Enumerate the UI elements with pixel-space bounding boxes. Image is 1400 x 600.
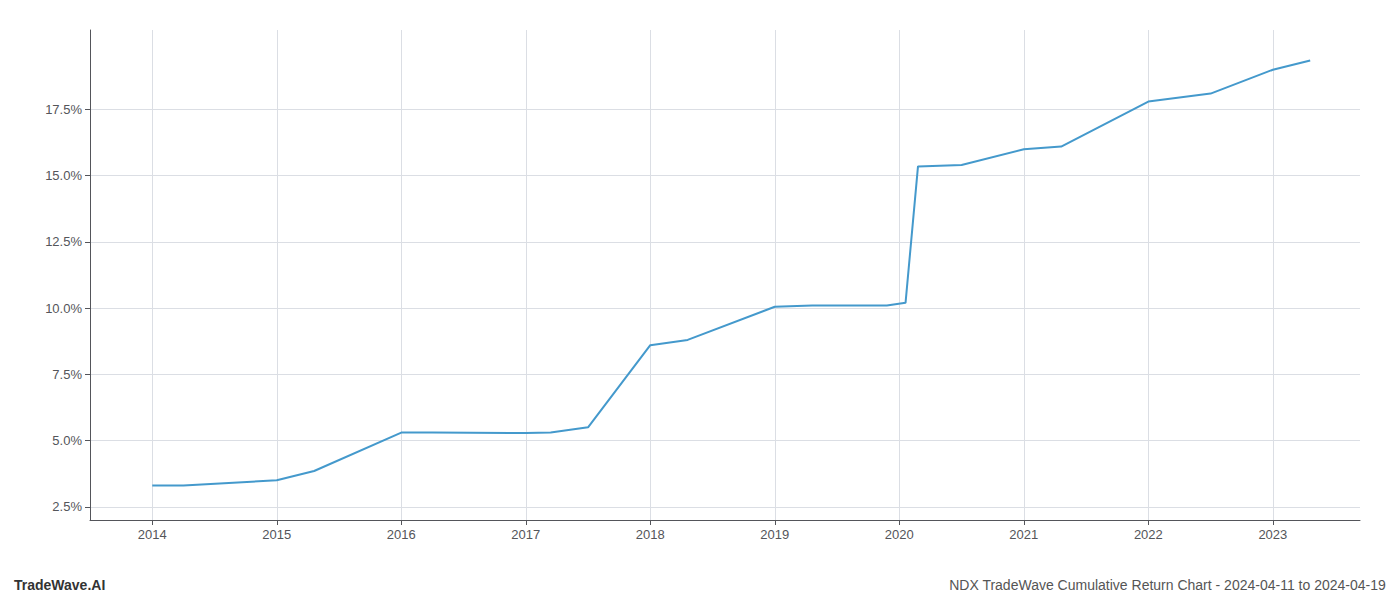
svg-text:2015: 2015 [262,527,291,542]
svg-text:2.5%: 2.5% [52,499,82,514]
svg-text:10.0%: 10.0% [45,301,82,316]
svg-text:2022: 2022 [1134,527,1163,542]
svg-text:2021: 2021 [1009,527,1038,542]
svg-text:2019: 2019 [760,527,789,542]
svg-text:7.5%: 7.5% [52,367,82,382]
svg-text:5.0%: 5.0% [52,433,82,448]
svg-text:17.5%: 17.5% [45,102,82,117]
svg-text:2014: 2014 [138,527,167,542]
svg-text:2018: 2018 [636,527,665,542]
svg-text:NDX TradeWave Cumulative Retur: NDX TradeWave Cumulative Return Chart - … [949,577,1386,593]
svg-text:2016: 2016 [387,527,416,542]
svg-text:12.5%: 12.5% [45,234,82,249]
svg-text:2020: 2020 [885,527,914,542]
svg-text:2023: 2023 [1258,527,1287,542]
svg-text:15.0%: 15.0% [45,168,82,183]
svg-text:TradeWave.AI: TradeWave.AI [14,577,105,593]
svg-text:2017: 2017 [511,527,540,542]
